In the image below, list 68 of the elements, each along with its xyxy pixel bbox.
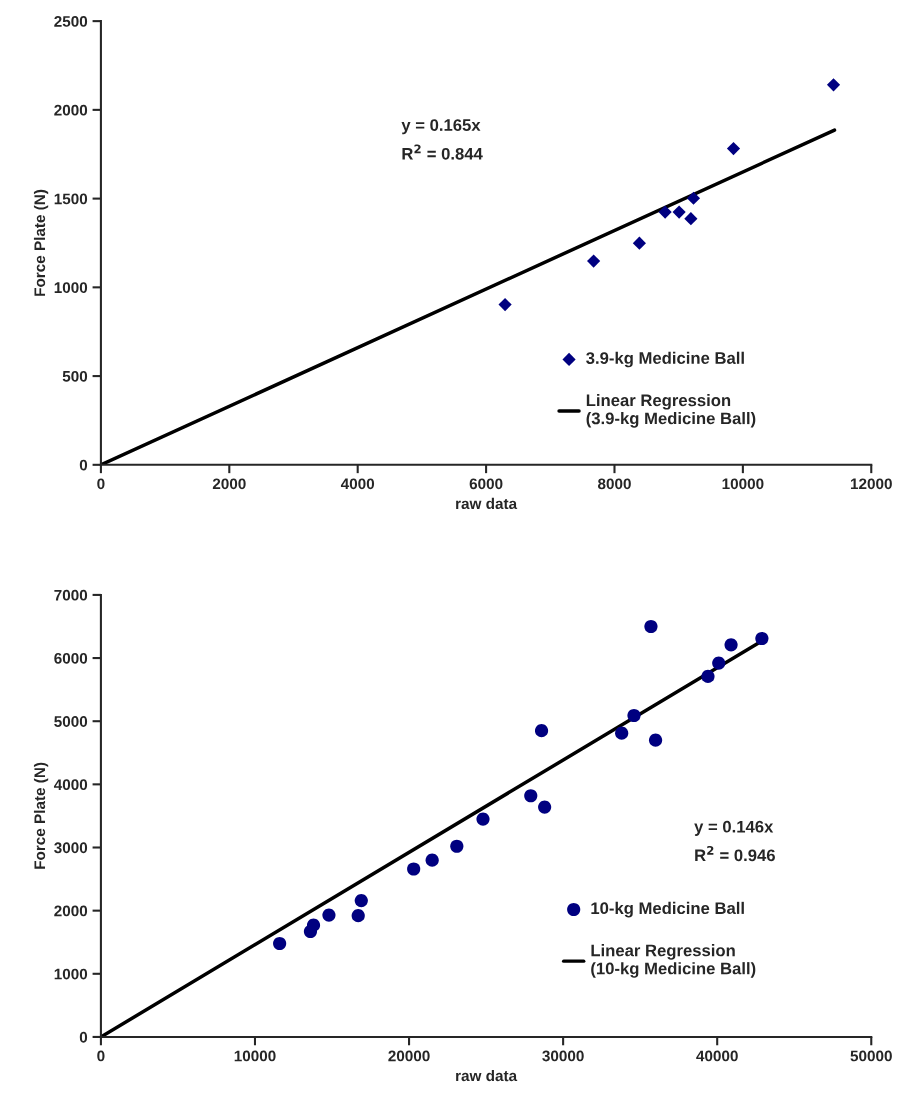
legend-label: Linear Regression (10-kg Medicine Ball) <box>591 944 756 978</box>
x-tick-label: 6000 <box>469 478 503 490</box>
y-tick-label: 5000 <box>54 716 88 727</box>
point <box>632 236 646 250</box>
x-tick-label: 8000 <box>597 478 631 490</box>
y-tick-label: 2500 <box>54 16 88 27</box>
point <box>724 638 738 652</box>
point <box>273 936 287 951</box>
point <box>538 800 552 814</box>
legend-label: 3.9-kg Medicine Ball <box>586 351 744 368</box>
y-tick-label: 1500 <box>54 193 88 205</box>
annotation: y = 0.146x <box>694 820 774 836</box>
y-tick-label: 1000 <box>54 282 88 294</box>
point <box>686 191 701 205</box>
x-axis-title: raw data <box>456 1069 518 1082</box>
annotation: R$^{2}$ = 0.946 <box>695 845 775 862</box>
y-tick-label: 7000 <box>54 589 88 601</box>
annotation: R$^{2}$ = 0.844 <box>402 144 483 160</box>
point <box>534 724 549 738</box>
y-tick-label: 6000 <box>54 652 88 664</box>
point <box>701 669 715 683</box>
legend-label: Linear Regression (3.9-kg Medicine Ball) <box>586 394 756 428</box>
x-tick-label: 10000 <box>722 478 764 490</box>
x-axis-title: raw data <box>456 497 518 510</box>
point <box>684 212 698 226</box>
point <box>712 656 726 670</box>
point <box>450 839 464 853</box>
point <box>644 619 658 634</box>
x-tick-label: 10000 <box>234 1050 276 1062</box>
legend-label: 10-kg Medicine Ball <box>591 901 744 918</box>
y-axis-title: Force Plate (N) <box>33 189 49 296</box>
x-tick-label: 0 <box>97 478 105 490</box>
point <box>425 853 439 867</box>
point <box>524 789 538 803</box>
x-tick-label: 2000 <box>212 478 246 490</box>
point <box>306 918 321 932</box>
x-tick-label: 12000 <box>850 478 892 490</box>
y-tick-label: 3000 <box>54 842 88 854</box>
point <box>476 812 490 826</box>
point <box>755 631 769 646</box>
point <box>672 205 686 219</box>
y-tick-label: 2000 <box>54 905 88 917</box>
y-tick-label: 1000 <box>54 968 88 980</box>
point <box>407 862 421 876</box>
point <box>615 726 629 740</box>
x-tick-label: 40000 <box>696 1050 738 1062</box>
x-tick-label: 4000 <box>340 478 375 490</box>
y-tick-label: 4000 <box>53 779 88 791</box>
point <box>498 297 512 312</box>
point <box>587 254 601 268</box>
point <box>322 908 336 922</box>
point <box>351 909 365 923</box>
point <box>648 733 663 747</box>
point <box>826 78 841 92</box>
x-tick-label: 50000 <box>850 1050 892 1062</box>
y-tick-label: 500 <box>62 370 88 382</box>
y-tick-label: 0 <box>79 1031 88 1043</box>
x-tick-label: 0 <box>97 1050 105 1062</box>
y-axis-title: Force Plate (N) <box>33 762 49 869</box>
y-tick-label: 2000 <box>54 104 88 116</box>
y-tick-label: 0 <box>79 459 88 471</box>
annotation: y = 0.165x <box>401 119 481 135</box>
x-tick-label: 30000 <box>542 1050 584 1062</box>
x-tick-label: 20000 <box>388 1050 430 1062</box>
point <box>354 893 368 908</box>
point <box>658 205 672 219</box>
point <box>627 708 641 723</box>
point <box>726 141 741 156</box>
